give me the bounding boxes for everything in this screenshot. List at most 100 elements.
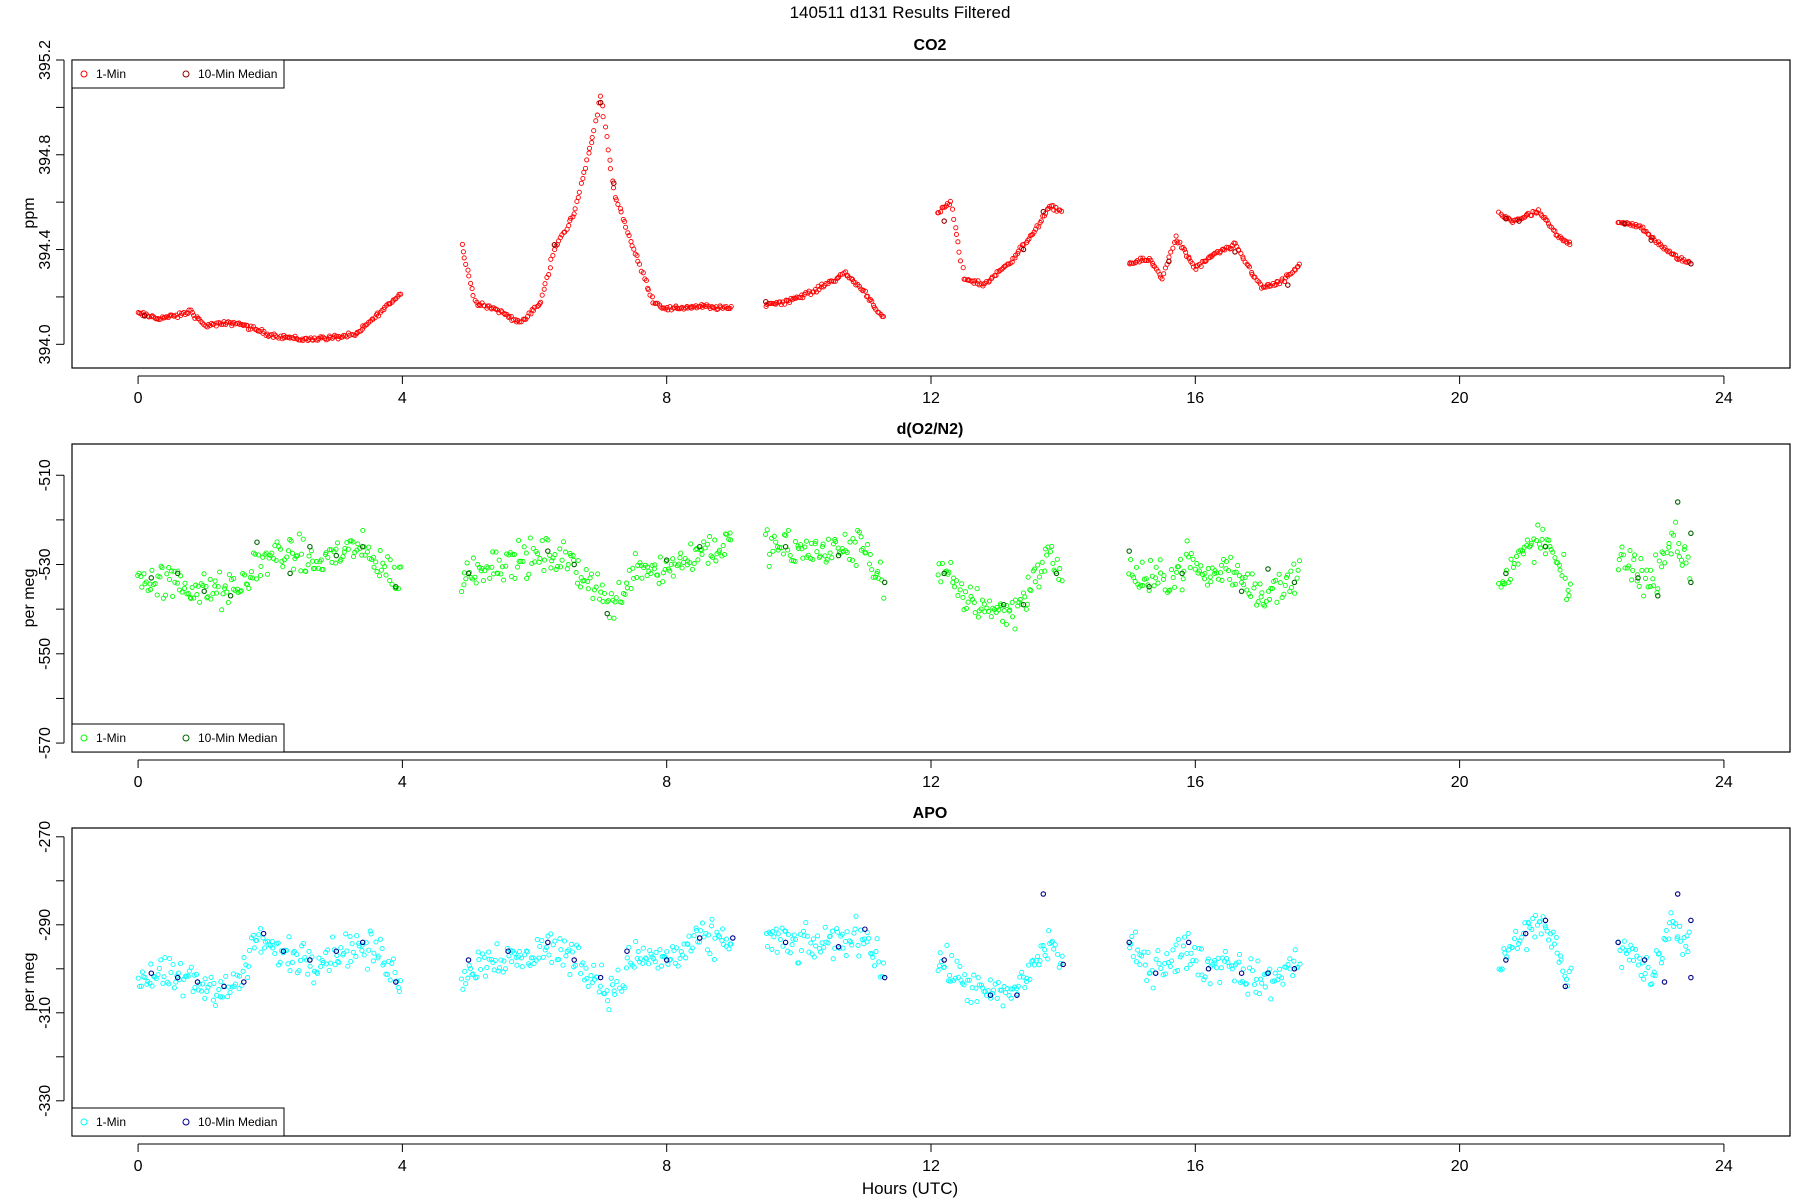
data-point — [1651, 969, 1657, 975]
data-point — [512, 575, 518, 581]
data-point — [937, 950, 943, 956]
data-point — [367, 928, 373, 934]
data-point — [277, 959, 283, 965]
data-point — [333, 560, 339, 566]
data-point — [516, 319, 522, 325]
median-point — [1238, 970, 1245, 976]
data-point — [1664, 247, 1670, 253]
data-point — [545, 933, 551, 939]
data-point — [1167, 963, 1173, 969]
data-point — [777, 545, 783, 551]
data-point — [368, 931, 374, 937]
data-point — [192, 984, 198, 990]
data-point — [953, 231, 959, 237]
data-point — [1565, 587, 1571, 594]
data-point — [1281, 278, 1288, 285]
median-point — [174, 570, 181, 577]
data-point — [958, 977, 964, 983]
data-point — [712, 537, 718, 543]
data-point — [1207, 981, 1213, 987]
data-point — [563, 549, 569, 555]
data-point — [1055, 951, 1061, 958]
data-point — [814, 549, 820, 555]
data-point — [236, 986, 242, 992]
data-point — [373, 939, 379, 945]
data-point — [195, 987, 201, 993]
data-point — [1626, 563, 1632, 569]
median-point — [333, 948, 340, 954]
data-point — [825, 940, 831, 946]
data-point — [585, 586, 591, 592]
data-point — [1653, 552, 1659, 558]
data-point — [707, 534, 713, 540]
data-point — [1662, 560, 1668, 566]
data-point — [1650, 583, 1657, 589]
data-point — [595, 571, 601, 577]
data-point — [1190, 556, 1196, 562]
data-point — [791, 295, 797, 301]
data-point — [518, 558, 524, 564]
data-point — [1198, 263, 1204, 270]
data-point — [1619, 964, 1625, 971]
data-point — [1058, 961, 1064, 967]
data-point — [632, 551, 638, 557]
data-point — [524, 949, 531, 955]
data-point — [381, 960, 387, 966]
data-point — [874, 936, 880, 942]
data-point — [514, 962, 520, 968]
data-point — [1633, 946, 1639, 952]
data-point — [1656, 558, 1662, 564]
data-point — [613, 197, 619, 203]
data-point — [1648, 567, 1654, 573]
data-point — [558, 564, 564, 570]
x-tick-label: 24 — [1715, 390, 1733, 407]
median-point — [393, 979, 399, 985]
data-point — [183, 973, 189, 979]
data-point — [320, 960, 326, 966]
data-point — [464, 560, 470, 566]
data-point — [1151, 583, 1157, 589]
data-point — [218, 979, 224, 985]
data-point — [212, 583, 218, 589]
data-point — [965, 599, 971, 605]
median-point — [881, 579, 888, 586]
data-point — [1282, 582, 1288, 589]
data-point — [801, 933, 807, 939]
data-point — [1251, 982, 1257, 988]
data-point — [1682, 544, 1688, 550]
panel-title: d(O2/N2) — [897, 421, 964, 438]
data-point — [723, 936, 730, 942]
data-point — [468, 280, 474, 286]
median-point — [597, 974, 604, 981]
data-point — [1258, 594, 1264, 600]
data-point — [155, 315, 161, 322]
data-point — [363, 940, 369, 946]
data-point — [827, 550, 833, 556]
data-point — [1178, 952, 1184, 958]
data-point — [1046, 928, 1052, 934]
x-tick-label: 8 — [662, 1158, 671, 1175]
data-point — [1137, 962, 1143, 968]
data-point — [685, 305, 691, 311]
data-point — [213, 590, 220, 596]
data-point — [1135, 947, 1141, 953]
data-point — [1201, 977, 1207, 983]
data-point — [688, 541, 694, 547]
data-point — [193, 582, 199, 588]
data-point — [1009, 259, 1015, 265]
data-point — [193, 971, 200, 977]
data-point — [843, 953, 849, 959]
data-point — [1239, 575, 1245, 581]
data-point — [294, 553, 300, 559]
median-point — [1146, 584, 1152, 590]
data-point — [987, 977, 993, 983]
data-point — [983, 279, 989, 285]
data-point — [774, 299, 780, 305]
median-point — [148, 970, 155, 976]
data-point — [582, 165, 589, 171]
plot-points — [135, 499, 1694, 632]
data-point — [376, 573, 383, 579]
data-point — [374, 569, 380, 575]
median-point — [571, 561, 577, 568]
data-point — [774, 949, 780, 955]
